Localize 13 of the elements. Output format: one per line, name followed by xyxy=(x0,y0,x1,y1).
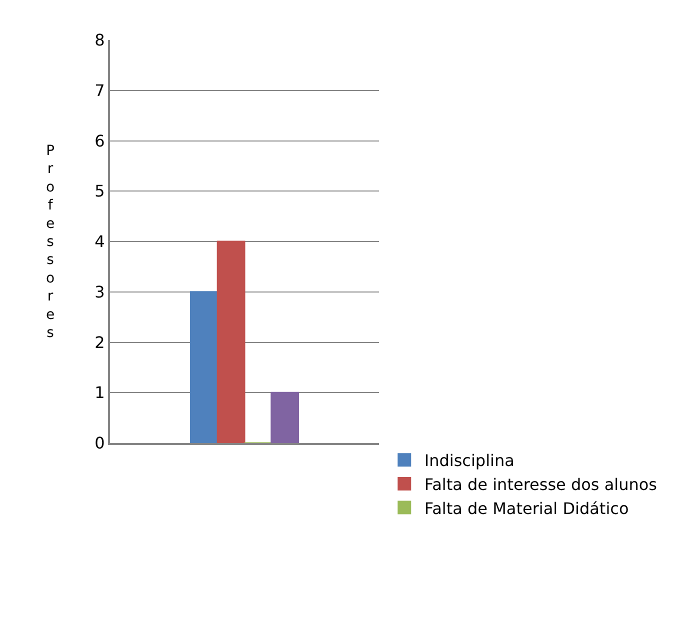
y-tick-label: 1 xyxy=(94,383,105,402)
y-tick-label: 2 xyxy=(94,332,105,352)
y-tick-label: 8 xyxy=(94,30,105,50)
y-tick-label: 4 xyxy=(94,232,105,252)
legend-label: Falta de Material Didático xyxy=(424,498,629,518)
legend-label: Falta de interesse dos alunos xyxy=(424,474,658,494)
y-tick-label: 7 xyxy=(94,80,105,100)
text: Professores xyxy=(46,143,55,341)
legend-label: Indisciplina xyxy=(424,451,514,470)
y-tick-label: 0 xyxy=(94,434,105,453)
y-tick-label: 5 xyxy=(94,182,105,201)
y-tick-label: 6 xyxy=(94,131,105,150)
y-tick-label: 3 xyxy=(94,282,105,302)
